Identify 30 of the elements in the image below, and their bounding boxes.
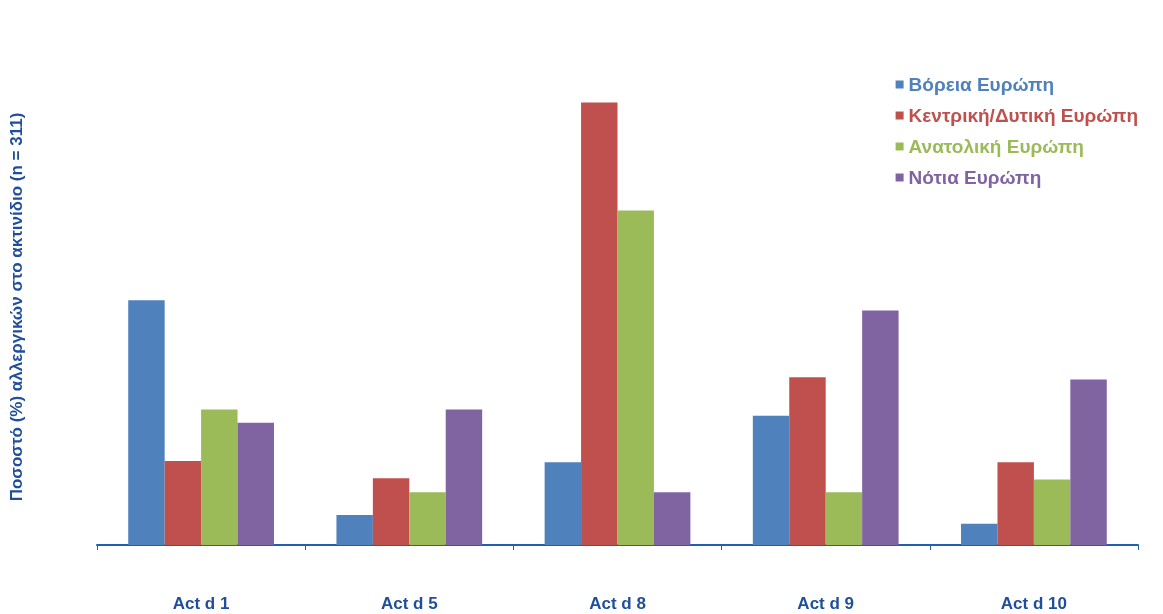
bar — [372, 478, 410, 545]
x-tick-label: Act d 8 — [589, 594, 646, 613]
bar — [1070, 379, 1107, 545]
x-tick-label: Act d 10 — [1000, 594, 1067, 613]
x-tick-label: Act d 1 — [172, 594, 230, 613]
bar — [862, 310, 899, 545]
bar — [445, 409, 483, 545]
x-tick-label: Act d 9 — [797, 594, 855, 613]
x-tick-label: Act d 5 — [380, 594, 438, 613]
bar — [544, 462, 582, 545]
bar — [752, 415, 790, 545]
bar — [128, 300, 165, 545]
legend-label: Ανατολική Ευρώπη — [908, 136, 1084, 157]
bar — [997, 462, 1034, 545]
bar — [201, 409, 238, 545]
bar — [789, 377, 826, 545]
bar — [825, 492, 863, 545]
bar — [961, 523, 998, 545]
bar — [1033, 479, 1071, 545]
bar — [617, 210, 654, 545]
legend-label: Νότια Ευρώπη — [908, 167, 1042, 188]
legend-label: Κεντρική/Δυτική Ευρώπη — [908, 105, 1139, 126]
bar — [336, 514, 373, 545]
bar — [581, 102, 618, 545]
bar — [164, 460, 202, 545]
y-axis-title: Ποσοστό (%) αλλεργικών στο ακτινίδιο (n = 311) — [7, 112, 26, 502]
bar — [409, 492, 446, 545]
legend-label: Βόρεια Ευρώπη — [908, 74, 1055, 95]
bar — [237, 422, 274, 545]
bar — [653, 492, 691, 545]
